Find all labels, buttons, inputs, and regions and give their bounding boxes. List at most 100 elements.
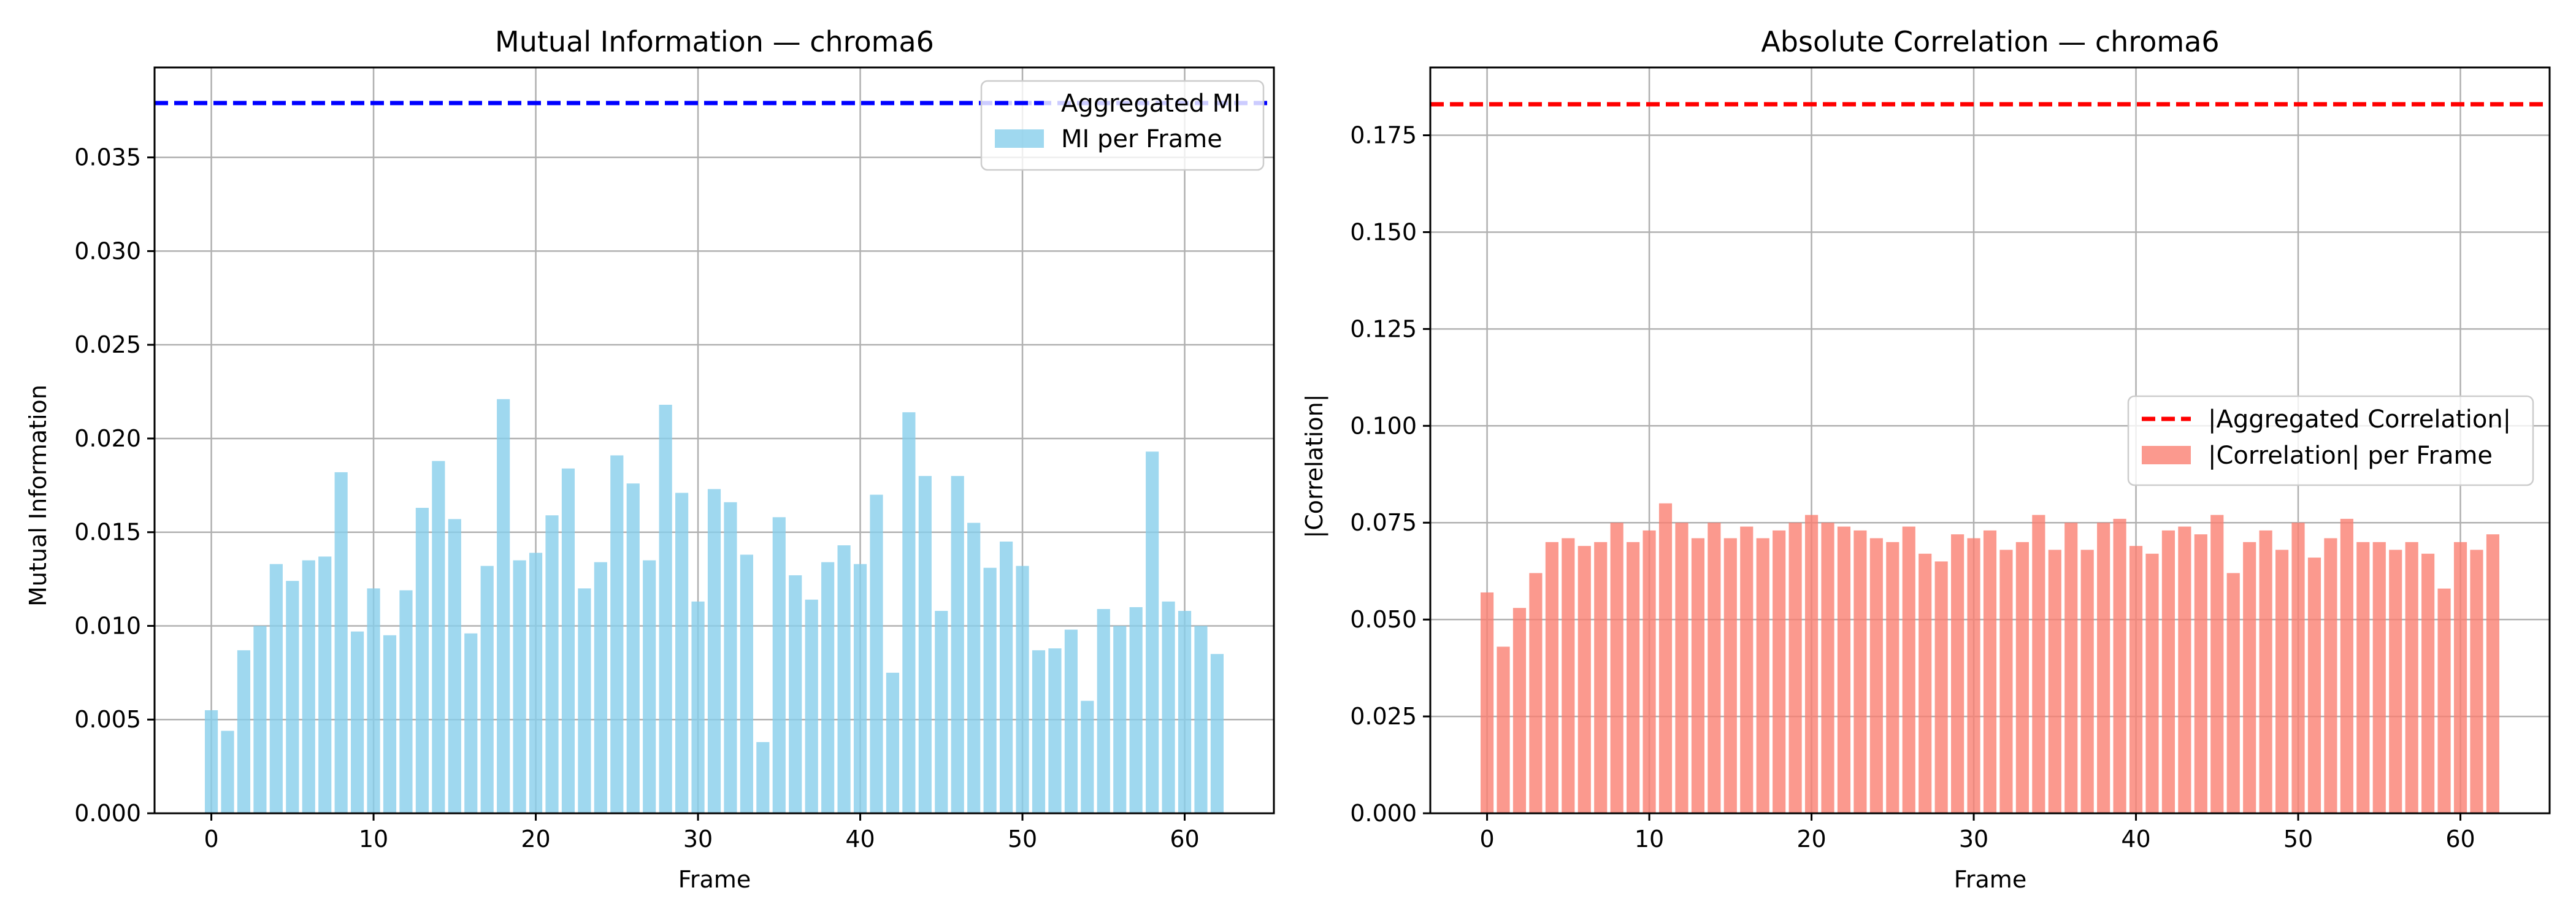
correlation-xtick-label-20: 20	[1796, 826, 1826, 853]
mi-bar-4	[269, 564, 283, 813]
correlation-bar-11	[1658, 503, 1673, 813]
correlation-chart-xlabel: Frame	[1954, 866, 2026, 893]
correlation-chart-yticks: 0.000 0.025 0.050 0.075 0.100 0.125 0.150 0.175	[1350, 122, 1430, 827]
mi-bar-21	[545, 515, 559, 813]
mi-xtick-label-60: 60	[1170, 826, 1199, 853]
mi-ytick-label-5: 0.025	[74, 331, 141, 358]
mi-chart: Mutual Information — chroma6 Frame Mutua…	[25, 25, 1275, 893]
correlation-bar-33	[2015, 542, 2029, 813]
correlation-xtick-label-10: 10	[1635, 826, 1664, 853]
mi-ytick-label-0: 0.000	[74, 800, 141, 827]
mi-bar-19	[513, 560, 526, 813]
correlation-bar-10	[1643, 530, 1656, 813]
mi-bar-14	[432, 461, 445, 813]
correlation-bar-59	[2437, 588, 2451, 813]
correlation-bar-44	[2194, 534, 2207, 813]
mi-bar-40	[853, 564, 867, 813]
correlation-chart-bars	[1480, 503, 2500, 813]
mi-bar-11	[383, 635, 397, 813]
correlation-legend-bar-label: |Correlation| per Frame	[2208, 442, 2493, 470]
mi-bar-50	[1016, 565, 1029, 813]
correlation-bar-12	[1675, 523, 1689, 813]
correlation-bar-5	[1562, 538, 1575, 813]
correlation-chart-ylabel: |Correlation|	[1301, 394, 1328, 538]
correlation-bar-61	[2470, 550, 2483, 813]
mi-bar-54	[1081, 700, 1094, 813]
correlation-xtick-label-40: 40	[2121, 826, 2150, 853]
mi-bar-25	[610, 455, 624, 813]
correlation-ytick-label-0: 0.000	[1350, 800, 1417, 827]
mi-bar-34	[756, 742, 770, 813]
mi-bar-15	[448, 519, 461, 813]
mi-bar-36	[789, 575, 802, 813]
correlation-bar-26	[1902, 526, 1915, 813]
mi-bar-32	[724, 502, 737, 813]
correlation-bar-43	[2178, 526, 2191, 813]
mi-bar-51	[1032, 650, 1046, 813]
mi-bar-27	[643, 560, 656, 813]
correlation-bar-14	[1708, 523, 1721, 813]
mi-chart-xlabel: Frame	[678, 866, 751, 893]
correlation-bar-50	[2291, 523, 2305, 813]
mi-bar-39	[837, 545, 851, 813]
mi-bar-49	[1000, 541, 1013, 813]
correlation-bar-13	[1691, 538, 1704, 813]
correlation-bar-35	[2048, 550, 2061, 813]
correlation-bar-37	[2080, 550, 2094, 813]
mi-bar-38	[821, 562, 835, 813]
correlation-bar-41	[2145, 553, 2159, 813]
correlation-bar-1	[1497, 646, 1510, 813]
correlation-bar-56	[2389, 550, 2402, 813]
mi-ytick-label-2: 0.010	[74, 612, 141, 639]
mi-xtick-label-50: 50	[1008, 826, 1037, 853]
mi-bar-58	[1146, 451, 1159, 813]
correlation-bar-18	[1773, 530, 1786, 813]
correlation-ytick-label-3: 0.075	[1350, 509, 1417, 536]
mi-chart-bars	[204, 399, 1224, 813]
mi-bar-1	[221, 730, 234, 813]
correlation-bar-3	[1529, 573, 1543, 813]
mi-bar-30	[691, 601, 705, 813]
mi-bar-17	[480, 565, 494, 813]
mi-bar-2	[237, 650, 251, 813]
mi-bar-18	[497, 399, 510, 813]
correlation-bar-47	[2243, 542, 2256, 813]
mi-bar-13	[415, 507, 429, 813]
correlation-bar-21	[1821, 523, 1834, 813]
mi-bar-42	[886, 672, 900, 813]
correlation-bar-24	[1869, 538, 1883, 813]
mi-bar-52	[1048, 648, 1062, 813]
mi-bar-3	[253, 626, 267, 813]
mi-bar-7	[318, 556, 332, 813]
mi-ytick-label-3: 0.015	[74, 519, 141, 546]
correlation-chart-legend: |Aggregated Correlation| |Correlation| p…	[2127, 395, 2534, 486]
correlation-bar-60	[2453, 542, 2467, 813]
correlation-ytick-label-2: 0.050	[1350, 606, 1417, 633]
mi-bar-20	[529, 553, 543, 813]
mi-bar-6	[302, 560, 315, 813]
correlation-bar-53	[2340, 518, 2353, 813]
mi-ytick-label-7: 0.035	[74, 144, 141, 171]
mi-bar-53	[1064, 629, 1078, 813]
correlation-bar-57	[2405, 542, 2418, 813]
correlation-bar-16	[1740, 526, 1754, 813]
mi-bar-62	[1210, 654, 1224, 813]
correlation-bar-15	[1723, 538, 1737, 813]
correlation-bar-40	[2129, 546, 2143, 813]
correlation-bar-4	[1545, 542, 1558, 813]
mi-xtick-label-30: 30	[683, 826, 713, 853]
correlation-bar-0	[1480, 592, 1494, 813]
correlation-bar-51	[2307, 558, 2321, 813]
correlation-bar-32	[1999, 550, 2013, 813]
mi-bar-24	[594, 562, 607, 813]
mi-bar-47	[967, 523, 981, 813]
correlation-bar-23	[1853, 530, 1867, 813]
correlation-bar-30	[1967, 538, 1980, 813]
mi-bar-44	[918, 476, 932, 813]
correlation-bar-49	[2275, 550, 2289, 813]
correlation-xtick-label-50: 50	[2283, 826, 2313, 853]
mi-bar-31	[707, 489, 721, 813]
mi-bar-26	[626, 483, 640, 813]
correlation-chart-xticks: 0 10 20 30 40 50 60	[1479, 813, 2475, 853]
correlation-bar-29	[1951, 534, 1965, 813]
